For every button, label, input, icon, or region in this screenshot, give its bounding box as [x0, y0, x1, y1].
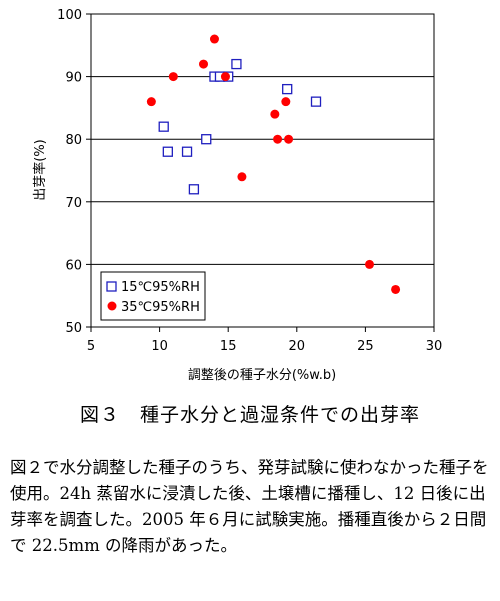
data-point-35c — [199, 59, 209, 69]
data-point-35c — [209, 34, 219, 44]
y-tick-label: 60 — [65, 258, 82, 273]
data-points — [146, 34, 401, 294]
data-point-15c — [162, 146, 173, 157]
y-axis-label: 出芽率(%) — [32, 139, 48, 201]
data-point-35c — [168, 72, 178, 82]
y-axis-ticks: 50 60 70 80 90 100 — [57, 8, 91, 336]
data-point-35c — [146, 97, 156, 107]
legend-marker-circle — [107, 301, 117, 311]
x-tick-label: 25 — [357, 339, 374, 354]
data-point-15c — [158, 121, 169, 132]
x-axis-label: 調整後の種子水分(%w.b) — [188, 367, 336, 383]
legend-box — [100, 271, 206, 321]
x-tick-label: 30 — [426, 339, 443, 354]
data-point-35c — [284, 134, 294, 144]
x-tick-label: 10 — [151, 339, 168, 354]
data-point-15c — [181, 146, 193, 157]
legend-marker-square — [106, 281, 117, 292]
data-point-35c — [365, 259, 375, 269]
data-point-35c — [281, 97, 291, 107]
legend-label-15c: 15℃95%RH — [121, 280, 200, 295]
x-tick-label: 15 — [220, 339, 237, 354]
figure-caption: 図３ 種子水分と過湿条件での出芽率 — [79, 404, 420, 426]
y-tick-label: 70 — [65, 196, 82, 211]
x-tick-label: 5 — [87, 339, 95, 354]
y-tick-label: 90 — [65, 71, 82, 86]
x-axis-ticks: 5 10 15 20 25 30 — [87, 327, 442, 354]
data-point-35c — [220, 72, 230, 82]
plot-area — [90, 13, 435, 328]
x-tick-label: 20 — [289, 339, 306, 354]
data-point-35c — [391, 284, 401, 294]
y-tick-label: 100 — [57, 8, 82, 23]
y-tick-label: 80 — [65, 133, 82, 148]
legend-label-35c: 35℃95%RH — [121, 300, 200, 315]
data-point-35c — [270, 109, 280, 119]
data-point-35c — [273, 134, 283, 144]
figure-description: 図２で水分調整した種子のうち、発芽試験に使わなかった種子を使用。24h 蒸留水に… — [10, 458, 489, 555]
data-point-35c — [237, 172, 247, 182]
data-point-15c — [231, 58, 242, 70]
data-point-15c — [310, 96, 322, 107]
scatter-chart: 50 60 70 80 90 100 5 10 15 20 25 30 調整後の種子水分(%w.b)… — [32, 8, 442, 383]
data-point-15c — [188, 184, 200, 195]
data-point-15c — [282, 83, 293, 95]
y-tick-label: 50 — [65, 321, 82, 336]
legend: 15℃95%RH 35℃95%RH — [100, 271, 206, 321]
data-point-15c — [201, 134, 212, 145]
